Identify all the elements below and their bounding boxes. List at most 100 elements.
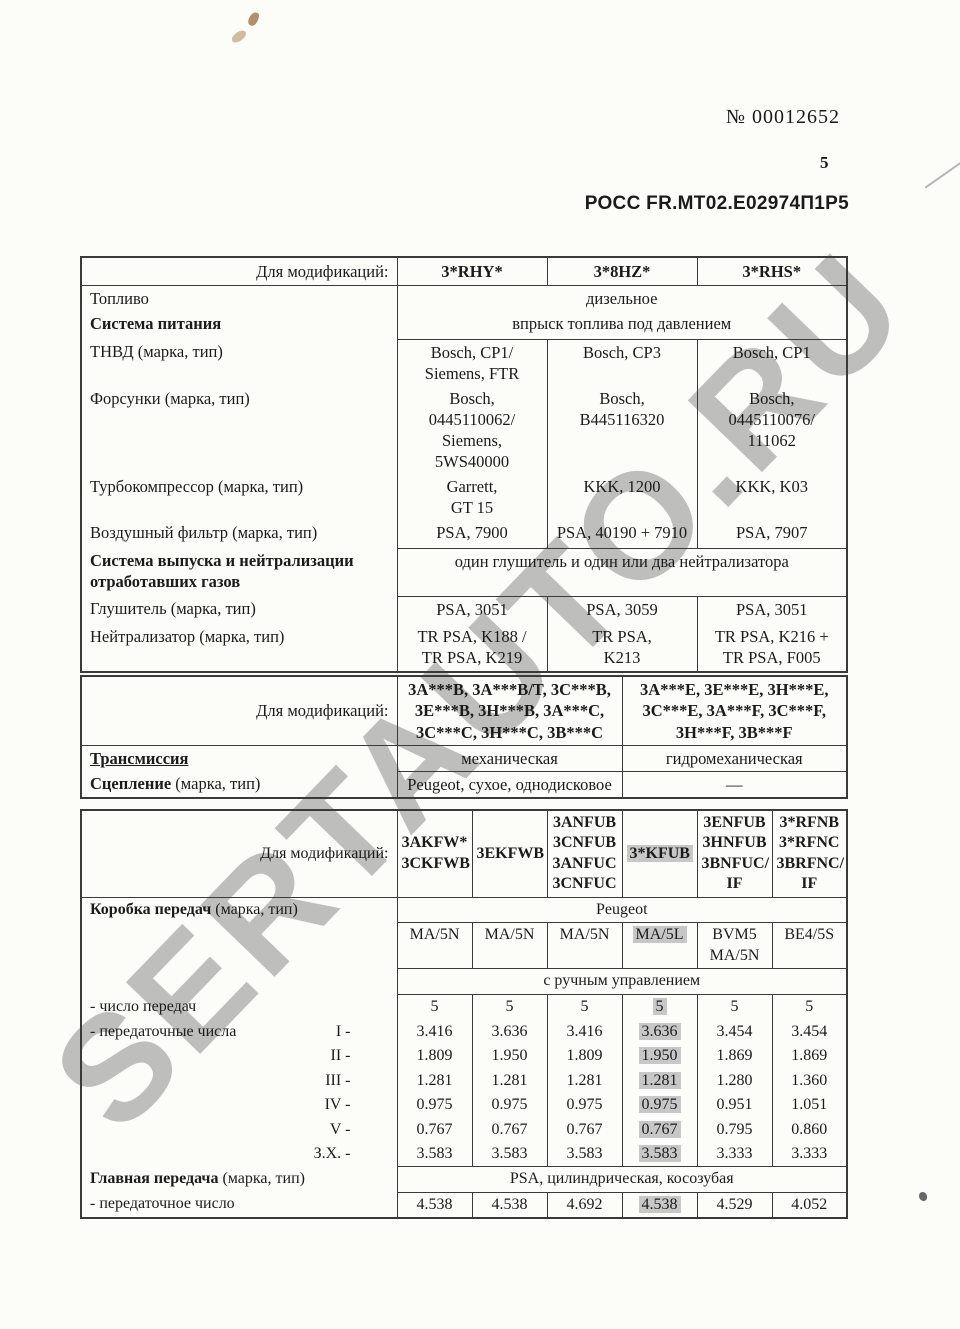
transmission-label-text: Трансмиссия — [90, 748, 189, 768]
final-ratio-value: 4.052 — [771, 1192, 847, 1219]
ratio-value: 1.809 — [546, 1044, 622, 1069]
ratios-label-wrap: - передаточные числа I - — [90, 1022, 393, 1042]
gearbox-model: BVM5 MA/5N — [696, 922, 772, 970]
catalyst-value: TR PSA, K188 / TR PSA, K219 — [396, 624, 547, 673]
modification-codes: 3*RFNB 3*RFNC 3BRFNC/ IF — [771, 809, 847, 898]
ratio-value: 1.281 — [546, 1068, 622, 1094]
clutch-value: — — [621, 771, 847, 798]
gearbox-model: MA/5N — [546, 922, 622, 970]
turbocharger-value: Garrett, GT 15 — [396, 474, 547, 521]
muffler-value: PSA, 3059 — [546, 596, 697, 625]
ratio-value: 3.333 — [771, 1142, 847, 1168]
gearbox-brand: Peugeot — [396, 897, 847, 924]
final-ratio-value: 4.529 — [696, 1192, 772, 1219]
injection-pump-value: Bosch, CP1/ Siemens, FTR — [396, 339, 547, 386]
gear-name: V - — [329, 1120, 351, 1138]
ratio-value-highlighted: 0.975 — [621, 1093, 697, 1118]
highlighted-value: 4.538 — [638, 1195, 681, 1213]
highlighted-value: 0.767 — [638, 1120, 681, 1138]
transmission-type: механическая — [396, 745, 622, 772]
final-ratio-label: - передаточное число — [90, 1195, 235, 1213]
muffler-label: Глушитель (марка, тип) — [90, 599, 256, 619]
document-number: № 00012652 — [725, 106, 840, 128]
ratio-value: 3.583 — [396, 1142, 472, 1168]
final-ratio-value: 4.538 — [471, 1192, 547, 1219]
gearbox-label-bold: Коробка передач — [90, 900, 212, 918]
ratio-value: 3.333 — [696, 1142, 772, 1168]
muffler-value: PSA, 3051 — [696, 596, 847, 625]
exhaust-system-label: Система выпуска и нейтрализации отработа… — [90, 551, 354, 592]
empty-cell — [81, 923, 397, 969]
gear-name: III - — [325, 1071, 351, 1089]
modifications-label: Для модификаций: — [81, 676, 397, 746]
gear-count: 5 — [696, 994, 772, 1020]
catalyst-value: TR PSA, K216 + TR PSA, F005 — [696, 624, 847, 673]
gearbox-table: Для модификаций: 3AKFW* 3CKFWB 3EKFWB 3A… — [80, 808, 848, 1220]
ratio-value: 3.416 — [396, 1019, 472, 1045]
exhaust-system-value: один глушитель и один или два нейтрализа… — [396, 548, 847, 597]
ratio-value: 3.583 — [546, 1142, 622, 1168]
injectors-label: Форсунки (марка, тип) — [90, 388, 250, 408]
page-number: 5 — [820, 153, 829, 172]
fuel-value: дизельное — [396, 285, 847, 311]
highlighted-value: 0.975 — [638, 1096, 681, 1114]
clutch-label-rest: (марка, тип) — [171, 774, 261, 794]
injection-pump-value: Bosch, CP1 — [696, 339, 847, 386]
ratio-value: 3.636 — [471, 1019, 547, 1045]
injection-pump-value: Bosch, CP3 — [546, 339, 697, 386]
gear-count: 5 — [471, 994, 547, 1020]
engine-systems-table: Для модификаций: 3*RHY* 3*8HZ* 3*RHS* То… — [80, 256, 848, 674]
modification-codes-highlighted: 3*KFUB — [621, 809, 697, 898]
modification-codes: 3AKFW* 3CKFWB — [396, 809, 472, 898]
ratio-value: 3.454 — [771, 1019, 847, 1045]
ratio-value: 1.281 — [471, 1068, 547, 1094]
final-ratio-value: 4.538 — [396, 1192, 472, 1219]
transmission-table: Для модификаций: 3A***B, 3A***B/T, 3C***… — [80, 675, 848, 799]
gear-count-highlighted: 5 — [621, 994, 697, 1020]
clutch-value: Peugeot, сухое, однодисковое — [396, 771, 622, 798]
ratio-value: 3.416 — [546, 1019, 622, 1045]
gearbox-model: MA/5N — [471, 922, 547, 970]
catalyst-value: TR PSA, K213 — [546, 624, 697, 673]
clutch-label-bold: Сцепление — [90, 774, 172, 794]
gearbox-model: MA/5N — [396, 922, 472, 970]
ratio-value: 0.975 — [471, 1093, 547, 1118]
ratio-value: 0.975 — [546, 1093, 622, 1118]
fuel-system-label: Система питания — [90, 314, 222, 333]
injectors-value: Bosch, 0445110076/ 111062 — [696, 385, 847, 475]
ratio-value: 3.583 — [471, 1142, 547, 1168]
tables-block: Для модификаций: 3*RHY* 3*8HZ* 3*RHS* То… — [80, 256, 848, 1220]
injectors-value: Bosch, B445116320 — [546, 385, 697, 475]
ratio-value: 3.454 — [696, 1019, 772, 1045]
gear-name: IV - — [324, 1096, 351, 1114]
ratio-value: 0.975 — [396, 1093, 472, 1118]
gear-count: 5 — [771, 994, 847, 1020]
modification-code: 3*RHY* — [396, 257, 547, 286]
highlighted-value: 5 — [652, 998, 667, 1016]
highlighted-value: 3.636 — [638, 1022, 681, 1040]
modifications-label: Для модификаций: — [81, 809, 397, 898]
fuel-system-value: впрыск топлива под давлением — [396, 311, 847, 340]
muffler-value: PSA, 3051 — [396, 596, 547, 625]
gear-count-label: - число передач — [90, 997, 197, 1015]
empty-cell — [81, 969, 397, 995]
transmission-type: гидромеханическая — [621, 745, 847, 772]
ratio-value: 0.767 — [396, 1117, 472, 1143]
final-ratio-value: 4.692 — [546, 1192, 622, 1219]
control-type: с ручным управлением — [396, 968, 847, 996]
gear-name: II - — [330, 1047, 351, 1065]
ratio-value: 1.360 — [771, 1068, 847, 1094]
ratio-value-highlighted: 3.583 — [621, 1142, 697, 1168]
modification-codes: 3EKFWB — [471, 809, 547, 898]
highlighted-code: 3*KFUB — [626, 844, 693, 862]
ratio-value: 0.767 — [471, 1117, 547, 1143]
ratio-value-highlighted: 1.281 — [621, 1068, 697, 1094]
modification-codes: 3ENFUB 3HNFUB 3BNFUC/ IF — [696, 809, 772, 898]
ratio-value: 1.869 — [771, 1044, 847, 1069]
final-drive-value: PSA, цилиндрическая, косозубая — [396, 1166, 847, 1193]
air-filter-value: PSA, 7900 — [396, 520, 547, 549]
highlighted-value: 1.281 — [638, 1071, 681, 1089]
turbocharger-value: KKK, K03 — [696, 474, 847, 521]
final-drive-label-rest: (марка, тип) — [218, 1169, 305, 1187]
